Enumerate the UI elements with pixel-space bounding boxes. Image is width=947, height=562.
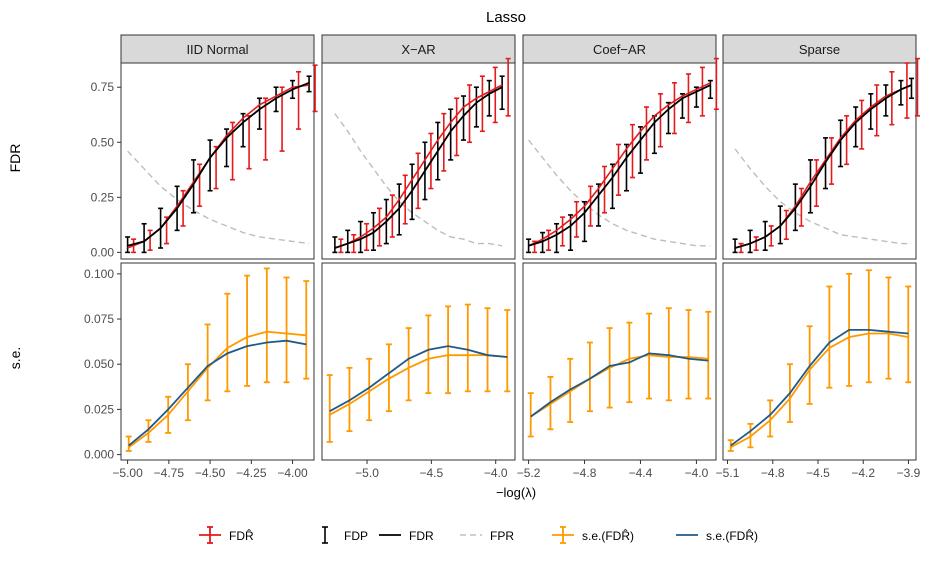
se-true-line — [329, 345, 508, 412]
fdr-line — [127, 81, 310, 247]
panel-1: X−AR −5.0 −4.5 −4.0 — [321, 34, 516, 480]
panel-frame-se — [321, 262, 516, 461]
panel-strip-label: Sparse — [799, 42, 840, 57]
panel-frame-fdr — [522, 62, 717, 260]
fdr-line — [528, 84, 711, 247]
panel-strip-label: IID Normal — [186, 42, 248, 57]
se-hat-line — [730, 332, 909, 449]
x-tick-label: −4.75 — [154, 466, 185, 480]
row-label-se: s.e. — [7, 347, 23, 370]
y-tick-label-fdr: 0.50 — [91, 135, 115, 149]
x-tick-label: −4.0 — [484, 466, 508, 480]
panel-3: Sparse −5.1 −4.8 −4.5 −4.2 −3.9 — [716, 34, 921, 480]
panel-strip-label: X−AR — [401, 42, 435, 57]
legend-label: FPR — [490, 529, 514, 543]
x-tick-label: −5.2 — [517, 466, 541, 480]
legend-label: FDR̂ — [229, 528, 254, 543]
panel-2: Coef−AR −5.2 −4.8 −4.4 −4.0 — [517, 34, 719, 480]
legend-item-fdr_hat: FDR̂ — [199, 526, 254, 544]
y-tick-label-se: 0.075 — [84, 312, 114, 326]
x-tick-label: −4.5 — [806, 466, 830, 480]
legend-item-fpr: FPR — [460, 529, 514, 543]
x-tick-label: −4.50 — [195, 466, 226, 480]
fdr-hat-line — [528, 82, 711, 247]
y-tick-label-se: 0.100 — [84, 267, 114, 281]
legend: FDR̂ FDP FDR FPR s.e.(FDR̂) s.e.(FDR̂) — [199, 526, 758, 544]
y-tick-label-se: 0.025 — [84, 402, 114, 416]
y-tick-label-fdr: 0.00 — [91, 245, 115, 259]
legend-item-fdp: FDP — [322, 526, 368, 544]
fdr-hat-line — [334, 84, 503, 249]
fpr-line — [127, 150, 310, 245]
panel-strip-label: Coef−AR — [593, 42, 646, 57]
x-tick-label: −4.00 — [277, 466, 308, 480]
chart-title: Lasso — [486, 9, 526, 26]
panel-0: IID Normal 0.00 0.25 0.50 0.75 0.000 0.025 0.05… — [84, 34, 318, 480]
se-hat-line — [329, 354, 508, 416]
x-tick-label: −4.4 — [629, 466, 653, 480]
se-true-line — [128, 339, 307, 447]
x-tick-label: −5.1 — [716, 466, 740, 480]
panel-strip — [522, 34, 717, 64]
legend-label: s.e.(FDR̂) — [706, 528, 758, 543]
x-axis-label: −log(λ) — [496, 485, 536, 500]
se-hat-line — [128, 330, 307, 449]
legend-label: FDR — [409, 529, 434, 543]
panels: IID Normal 0.00 0.25 0.50 0.75 0.000 0.025 0.05… — [84, 34, 921, 480]
panel-frame-fdr — [722, 62, 917, 260]
se-true-line — [530, 352, 709, 418]
fdr-line — [334, 86, 503, 249]
x-tick-label: −5.00 — [112, 466, 143, 480]
x-tick-label: −4.8 — [573, 466, 597, 480]
fpr-line — [734, 148, 912, 245]
x-tick-label: −4.2 — [851, 466, 875, 480]
fdr-line — [734, 84, 912, 249]
y-tick-label-fdr: 0.75 — [91, 80, 115, 94]
x-tick-label: −4.25 — [236, 466, 267, 480]
y-tick-label-se: 0.000 — [84, 448, 114, 462]
y-tick-label-fdr: 0.25 — [91, 190, 115, 204]
panel-strip — [120, 34, 315, 64]
fpr-line — [528, 139, 711, 247]
y-tick-label-se: 0.050 — [84, 357, 114, 371]
fpr-line — [334, 113, 503, 247]
panel-frame-se — [120, 262, 315, 461]
legend-label: s.e.(FDR̂) — [582, 528, 634, 543]
x-tick-label: −4.5 — [420, 466, 444, 480]
panel-frame-se — [522, 262, 717, 461]
legend-item-se_hat: s.e.(FDR̂) — [552, 526, 634, 544]
se-true-line — [730, 328, 909, 447]
x-tick-label: −5.0 — [355, 466, 379, 480]
legend-label: FDP — [344, 529, 368, 543]
legend-item-se_true: s.e.(FDR̂) — [676, 528, 758, 543]
x-tick-label: −4.0 — [685, 466, 709, 480]
legend-item-fdr: FDR — [379, 529, 434, 543]
row-label-fdr: FDR — [7, 144, 23, 173]
x-tick-label: −3.9 — [897, 466, 921, 480]
x-tick-label: −4.8 — [761, 466, 785, 480]
